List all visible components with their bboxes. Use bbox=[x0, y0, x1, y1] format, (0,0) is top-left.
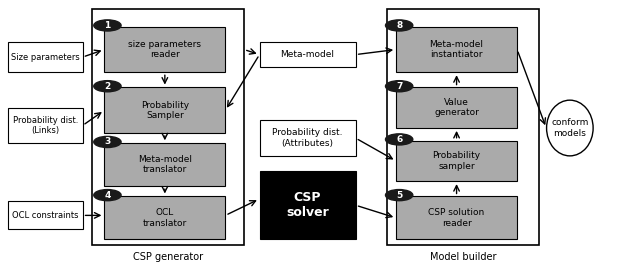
Text: 4: 4 bbox=[104, 191, 110, 200]
Text: CSP
solver: CSP solver bbox=[286, 191, 329, 219]
Circle shape bbox=[94, 20, 121, 31]
Text: 2: 2 bbox=[104, 82, 110, 91]
Text: conform
models: conform models bbox=[551, 118, 588, 138]
FancyBboxPatch shape bbox=[8, 201, 82, 229]
Text: 6: 6 bbox=[396, 135, 402, 144]
Circle shape bbox=[94, 81, 121, 92]
Text: Meta-model
instantiator: Meta-model instantiator bbox=[429, 40, 484, 59]
Text: Probability
Sampler: Probability Sampler bbox=[141, 101, 189, 120]
FancyBboxPatch shape bbox=[8, 42, 82, 72]
FancyBboxPatch shape bbox=[104, 87, 225, 133]
Circle shape bbox=[386, 81, 413, 92]
Ellipse shape bbox=[547, 100, 593, 156]
Text: CSP generator: CSP generator bbox=[133, 252, 203, 262]
Text: OCL
translator: OCL translator bbox=[143, 208, 187, 228]
Circle shape bbox=[94, 190, 121, 201]
Circle shape bbox=[386, 134, 413, 145]
Circle shape bbox=[386, 20, 413, 31]
FancyBboxPatch shape bbox=[104, 27, 225, 72]
Text: Probability dist.
(Attributes): Probability dist. (Attributes) bbox=[272, 129, 343, 148]
Text: OCL constraints: OCL constraints bbox=[12, 211, 79, 220]
FancyBboxPatch shape bbox=[396, 27, 517, 72]
Text: Value
generator: Value generator bbox=[434, 98, 479, 117]
Text: Meta-model
translator: Meta-model translator bbox=[138, 155, 192, 175]
FancyBboxPatch shape bbox=[396, 141, 517, 181]
Text: 1: 1 bbox=[104, 21, 110, 30]
FancyBboxPatch shape bbox=[260, 171, 356, 239]
FancyBboxPatch shape bbox=[104, 143, 225, 186]
Text: 3: 3 bbox=[104, 138, 110, 147]
Text: Probability dist.
(Links): Probability dist. (Links) bbox=[12, 116, 78, 135]
Text: CSP solution
reader: CSP solution reader bbox=[429, 208, 485, 228]
Circle shape bbox=[94, 136, 121, 148]
Text: Model builder: Model builder bbox=[429, 252, 496, 262]
Text: 7: 7 bbox=[396, 82, 402, 91]
FancyBboxPatch shape bbox=[104, 196, 225, 239]
FancyBboxPatch shape bbox=[260, 42, 356, 67]
FancyBboxPatch shape bbox=[260, 120, 356, 156]
Text: 8: 8 bbox=[396, 21, 402, 30]
Circle shape bbox=[386, 190, 413, 201]
Text: 5: 5 bbox=[396, 191, 402, 200]
FancyBboxPatch shape bbox=[396, 196, 517, 239]
FancyBboxPatch shape bbox=[396, 87, 517, 128]
Text: Size parameters: Size parameters bbox=[11, 53, 80, 62]
Text: Probability
sampler: Probability sampler bbox=[432, 151, 480, 171]
Text: Meta-model: Meta-model bbox=[281, 50, 334, 59]
FancyBboxPatch shape bbox=[8, 108, 82, 143]
Text: size parameters
reader: size parameters reader bbox=[129, 40, 202, 59]
